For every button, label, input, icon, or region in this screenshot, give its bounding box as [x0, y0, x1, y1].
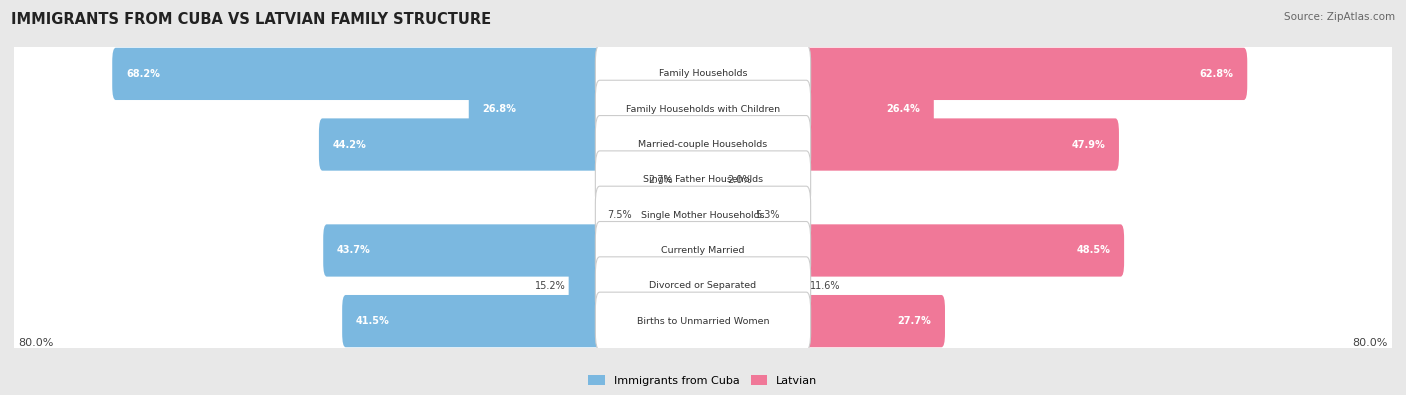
- Text: 27.7%: 27.7%: [897, 316, 931, 326]
- Text: 5.3%: 5.3%: [755, 210, 780, 220]
- FancyBboxPatch shape: [595, 45, 811, 103]
- Text: 47.9%: 47.9%: [1071, 139, 1105, 150]
- FancyBboxPatch shape: [595, 151, 811, 209]
- FancyBboxPatch shape: [112, 48, 612, 100]
- Text: 62.8%: 62.8%: [1199, 69, 1233, 79]
- FancyBboxPatch shape: [595, 80, 811, 138]
- FancyBboxPatch shape: [11, 137, 1395, 222]
- Text: Source: ZipAtlas.com: Source: ZipAtlas.com: [1284, 12, 1395, 22]
- Text: Divorced or Separated: Divorced or Separated: [650, 281, 756, 290]
- FancyBboxPatch shape: [794, 48, 1247, 100]
- FancyBboxPatch shape: [11, 67, 1395, 152]
- FancyBboxPatch shape: [11, 279, 1395, 363]
- FancyBboxPatch shape: [676, 154, 755, 206]
- FancyBboxPatch shape: [11, 102, 1395, 187]
- Text: 44.2%: 44.2%: [333, 139, 367, 150]
- FancyBboxPatch shape: [11, 32, 1395, 116]
- FancyBboxPatch shape: [794, 295, 945, 347]
- FancyBboxPatch shape: [11, 208, 1395, 293]
- Text: 2.7%: 2.7%: [648, 175, 673, 185]
- Text: Family Households: Family Households: [659, 70, 747, 78]
- Text: Births to Unmarried Women: Births to Unmarried Women: [637, 317, 769, 325]
- Text: 11.6%: 11.6%: [810, 281, 841, 291]
- Text: 2.0%: 2.0%: [727, 175, 752, 185]
- FancyBboxPatch shape: [11, 173, 1395, 258]
- Text: Single Mother Households: Single Mother Households: [641, 211, 765, 220]
- Text: 7.5%: 7.5%: [607, 210, 631, 220]
- FancyBboxPatch shape: [11, 243, 1395, 328]
- Text: IMMIGRANTS FROM CUBA VS LATVIAN FAMILY STRUCTURE: IMMIGRANTS FROM CUBA VS LATVIAN FAMILY S…: [11, 12, 491, 27]
- FancyBboxPatch shape: [794, 118, 1119, 171]
- FancyBboxPatch shape: [323, 224, 612, 276]
- FancyBboxPatch shape: [595, 186, 811, 244]
- Text: Single Father Households: Single Father Households: [643, 175, 763, 184]
- Text: Family Households with Children: Family Households with Children: [626, 105, 780, 114]
- Text: Currently Married: Currently Married: [661, 246, 745, 255]
- Text: 26.8%: 26.8%: [482, 104, 516, 114]
- Text: 43.7%: 43.7%: [337, 245, 371, 256]
- FancyBboxPatch shape: [342, 295, 612, 347]
- Text: 48.5%: 48.5%: [1077, 245, 1111, 256]
- Text: Married-couple Households: Married-couple Households: [638, 140, 768, 149]
- Text: 41.5%: 41.5%: [356, 316, 389, 326]
- FancyBboxPatch shape: [568, 260, 612, 312]
- FancyBboxPatch shape: [636, 189, 672, 241]
- FancyBboxPatch shape: [794, 260, 807, 312]
- FancyBboxPatch shape: [595, 116, 811, 173]
- FancyBboxPatch shape: [468, 83, 612, 135]
- Text: 68.2%: 68.2%: [127, 69, 160, 79]
- Legend: Immigrants from Cuba, Latvian: Immigrants from Cuba, Latvian: [583, 371, 823, 390]
- Text: 80.0%: 80.0%: [1353, 338, 1388, 348]
- Text: 80.0%: 80.0%: [18, 338, 53, 348]
- FancyBboxPatch shape: [794, 83, 934, 135]
- FancyBboxPatch shape: [794, 224, 1125, 276]
- Text: 26.4%: 26.4%: [886, 104, 920, 114]
- FancyBboxPatch shape: [595, 222, 811, 279]
- FancyBboxPatch shape: [319, 118, 612, 171]
- FancyBboxPatch shape: [595, 292, 811, 350]
- FancyBboxPatch shape: [595, 257, 811, 315]
- Text: 15.2%: 15.2%: [534, 281, 565, 291]
